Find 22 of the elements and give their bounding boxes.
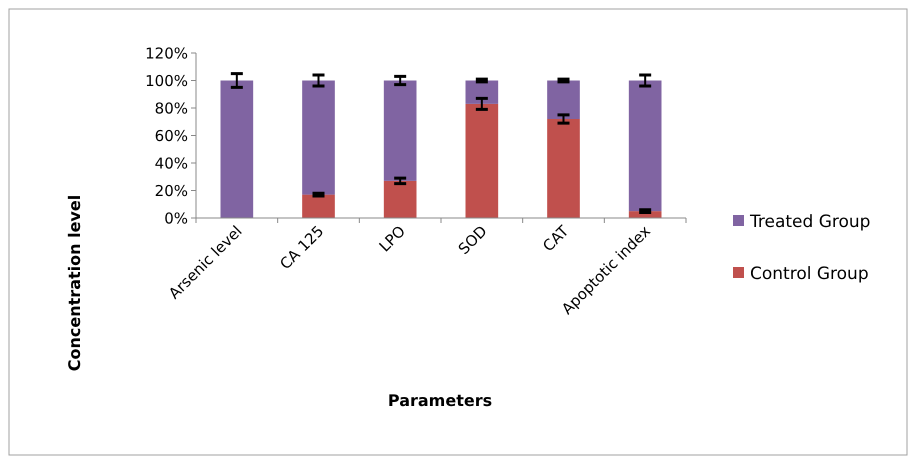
y-tick-label: 0% — [164, 209, 188, 228]
x-axis-title: Parameters — [388, 391, 492, 410]
y-tick-label: 120% — [145, 44, 188, 62]
bar — [628, 80, 662, 212]
legend-label: Treated Group — [749, 212, 870, 232]
x-tick-label: LPO — [376, 222, 409, 256]
bar — [547, 119, 580, 218]
bar — [466, 104, 498, 218]
y-tick-label: 20% — [154, 182, 188, 200]
bar — [547, 80, 580, 119]
y-tick-label: 100% — [145, 72, 188, 90]
legend-label: Control Group — [750, 264, 869, 284]
y-tick-label: 40% — [154, 154, 188, 172]
bar — [302, 80, 335, 195]
bar — [384, 80, 416, 181]
bar — [220, 80, 254, 218]
y-axis-title: Concentration level — [65, 194, 84, 372]
bar — [384, 180, 416, 218]
x-tick-label: CA 125 — [276, 222, 328, 274]
bar — [302, 194, 335, 218]
y-tick-label: 80% — [154, 99, 188, 118]
y-tick-label: 60% — [154, 126, 188, 145]
